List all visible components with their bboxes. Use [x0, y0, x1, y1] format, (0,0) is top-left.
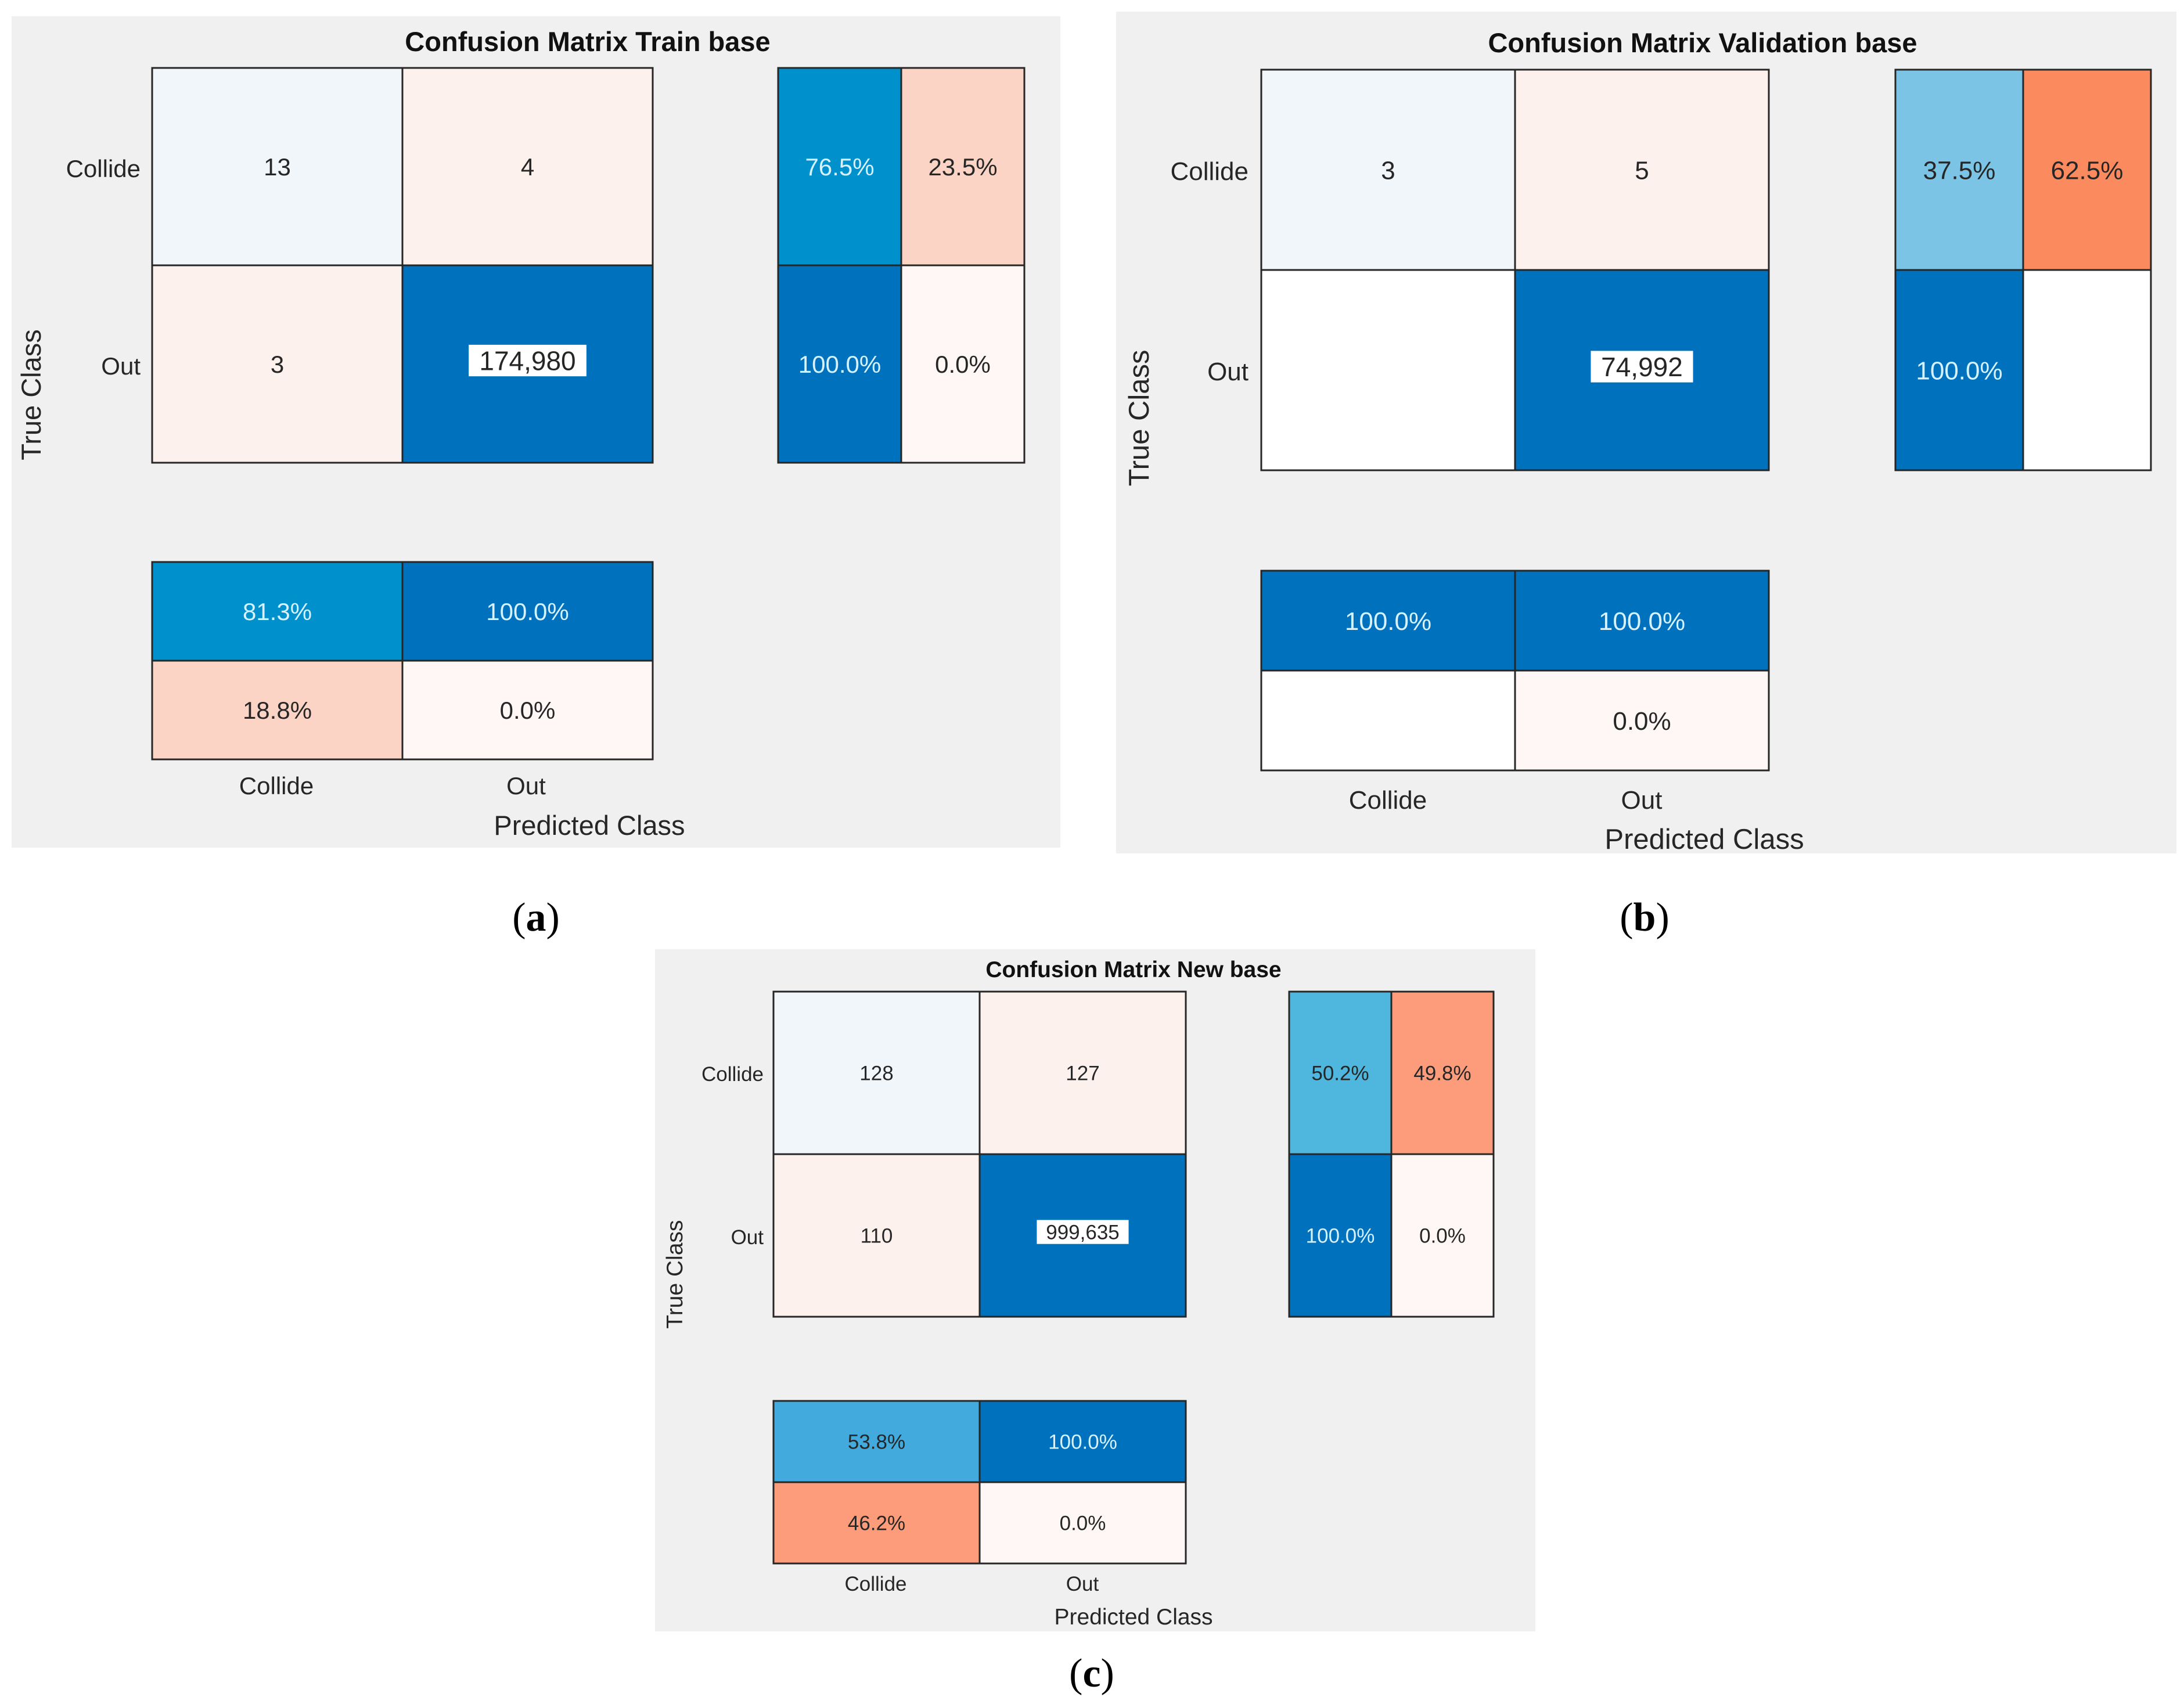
- col-tick-collide: Collide: [239, 772, 314, 799]
- caption-c: (c): [1069, 1651, 1114, 1696]
- matrix-cell-r1-c0: [151, 264, 404, 464]
- x-axis-label: Predicted Class: [1054, 1605, 1212, 1630]
- matrix-value-r1-c1: 174,980: [479, 346, 575, 376]
- col-tick-out: Out: [506, 772, 546, 799]
- value-label-box: [1591, 351, 1693, 383]
- col-tick-out: Out: [1066, 1573, 1099, 1595]
- panel-a: Confusion Matrix Train base Collide Out …: [12, 16, 1060, 848]
- column-summary-value-r1-c0: 18.8%: [243, 697, 312, 724]
- row-tick-out: Out: [101, 352, 141, 380]
- row-summary-value-r1-c1: 0.0%: [935, 351, 991, 378]
- matrix-value-r0-c0: 128: [859, 1062, 893, 1085]
- matrix-value-r1-c1: 999,635: [1046, 1222, 1120, 1244]
- row-tick-collide: Collide: [1170, 157, 1248, 186]
- row-summary-cell-r1-c1: [2022, 269, 2152, 471]
- caption-a: (a): [512, 895, 560, 940]
- column-summary-cell-r1-c0: [151, 660, 404, 761]
- row-summary-value-r0-c1: 62.5%: [2051, 156, 2124, 185]
- row-summary-value-r1-c1: 0.0%: [1419, 1225, 1466, 1248]
- row-summary-cell-r0-c1: [2022, 69, 2152, 271]
- row-summary-cell-r1-c1: [900, 264, 1026, 464]
- matrix-cell-r0-c1: [978, 990, 1187, 1155]
- column-summary-cell-r0-c1: [401, 561, 654, 662]
- column-summary-value-r0-c0: 100.0%: [1345, 607, 1431, 636]
- y-axis-label: True Class: [16, 329, 46, 460]
- matrix-cell-r0-c0: [1260, 69, 1516, 271]
- value-label-box: [469, 344, 587, 377]
- matrix-value-r0-c0: 3: [1381, 156, 1395, 185]
- row-summary-cell-r0-c1: [1390, 990, 1495, 1155]
- matrix-value-r0-c0: 13: [264, 153, 291, 181]
- value-label-box: [1037, 1220, 1129, 1244]
- column-summary-value-r1-c1: 0.0%: [1060, 1512, 1106, 1535]
- row-summary-cell-r1-c0: [1288, 1153, 1393, 1318]
- col-tick-collide: Collide: [845, 1573, 907, 1595]
- col-tick-out: Out: [1621, 786, 1663, 815]
- column-summary-cell-r0-c0: [772, 1400, 981, 1483]
- x-axis-label: Predicted Class: [1604, 824, 1804, 855]
- column-summary-cell-r1-c0: [1260, 669, 1516, 772]
- row-tick-collide: Collide: [701, 1063, 764, 1086]
- chart-title: Confusion Matrix New base: [985, 957, 1281, 982]
- row-tick-collide: Collide: [66, 155, 141, 182]
- column-summary-cell-r1-c1: [978, 1481, 1187, 1565]
- caption-b: (b): [1620, 895, 1670, 940]
- matrix-cells: 13 4 3 174,980 76.5% 23.5% 100.0% 0.0% 81.3% 100.…: [151, 67, 1026, 761]
- matrix-cell-r0-c0: [772, 990, 981, 1155]
- row-summary-cell-r0-c1: [900, 67, 1026, 266]
- row-summary-value-r0-c0: 76.5%: [805, 153, 874, 181]
- y-axis-label: True Class: [1124, 350, 1155, 486]
- row-summary-value-r0-c0: 37.5%: [1923, 156, 1996, 185]
- row-tick-out: Out: [731, 1226, 764, 1249]
- column-summary-value-r0-c1: 100.0%: [486, 598, 569, 625]
- x-axis-label: Predicted Class: [494, 810, 685, 841]
- row-summary-cell-r1-c0: [777, 264, 902, 464]
- column-summary-value-r0-c0: 53.8%: [848, 1431, 905, 1454]
- matrix-cell-r0-c1: [1514, 69, 1770, 271]
- row-summary-value-r0-c0: 50.2%: [1311, 1062, 1369, 1085]
- row-summary-cell-r0-c0: [1894, 69, 2024, 271]
- chart-title: Confusion Matrix Validation base: [1488, 27, 1917, 58]
- row-summary-cell-r1-c1: [1390, 1153, 1495, 1318]
- column-summary-value-r1-c0: 46.2%: [848, 1512, 905, 1535]
- matrix-value-r1-c1: 74,992: [1601, 352, 1683, 382]
- row-summary-value-r1-c0: 100.0%: [1916, 356, 2002, 385]
- matrix-cells: 3 5 74,992 37.5% 62.5% 100.0% 100.0% 100.0% 0.0%: [1260, 69, 2152, 772]
- panel-c: Confusion Matrix New base Collide Out Tr…: [655, 949, 1535, 1631]
- y-axis-label: True Class: [663, 1220, 688, 1328]
- column-summary-cell-r0-c1: [978, 1400, 1187, 1483]
- chart-title: Confusion Matrix Train base: [405, 26, 770, 57]
- row-summary-value-r1-c0: 100.0%: [1306, 1225, 1375, 1248]
- column-summary-value-r0-c0: 81.3%: [243, 598, 312, 625]
- column-summary-cell-r0-c0: [151, 561, 404, 662]
- column-summary-value-r0-c1: 100.0%: [1048, 1431, 1117, 1454]
- matrix-value-r1-c0: 110: [861, 1225, 893, 1248]
- row-tick-out: Out: [1207, 358, 1248, 386]
- row-summary-value-r1-c0: 100.0%: [798, 351, 881, 378]
- row-summary-cell-r0-c0: [777, 67, 902, 266]
- column-summary-cell-r1-c1: [401, 660, 654, 761]
- panel-b: Confusion Matrix Validation base Collide…: [1116, 12, 2176, 855]
- matrix-value-r1-c0: 3: [271, 351, 284, 378]
- matrix-cells: 128 127 110 999,635 50.2% 49.8% 100.0% 0.0% 53.8…: [772, 990, 1495, 1565]
- row-summary-value-r0-c1: 23.5%: [928, 153, 997, 181]
- column-summary-cell-r1-c1: [1514, 669, 1770, 772]
- column-summary-value-r0-c1: 100.0%: [1599, 607, 1685, 636]
- matrix-cell-r1-c0: [1260, 269, 1516, 471]
- column-summary-cell-r0-c0: [1260, 570, 1516, 672]
- matrix-cell-r0-c0: [151, 67, 404, 266]
- column-summary-value-r1-c1: 0.0%: [500, 697, 556, 724]
- matrix-value-r0-c1: 4: [521, 153, 534, 181]
- row-summary-value-r0-c1: 49.8%: [1413, 1062, 1471, 1085]
- matrix-cell-r1-c1: [978, 1153, 1187, 1318]
- matrix-value-r0-c1: 5: [1635, 156, 1649, 185]
- col-tick-collide: Collide: [1349, 786, 1427, 815]
- matrix-value-r0-c1: 127: [1066, 1062, 1099, 1085]
- row-summary-cell-r0-c0: [1288, 990, 1393, 1155]
- row-summary-cell-r1-c0: [1894, 269, 2024, 471]
- matrix-cell-r0-c1: [401, 67, 654, 266]
- column-summary-cell-r1-c0: [772, 1481, 981, 1565]
- column-summary-value-r1-c1: 0.0%: [1613, 707, 1671, 736]
